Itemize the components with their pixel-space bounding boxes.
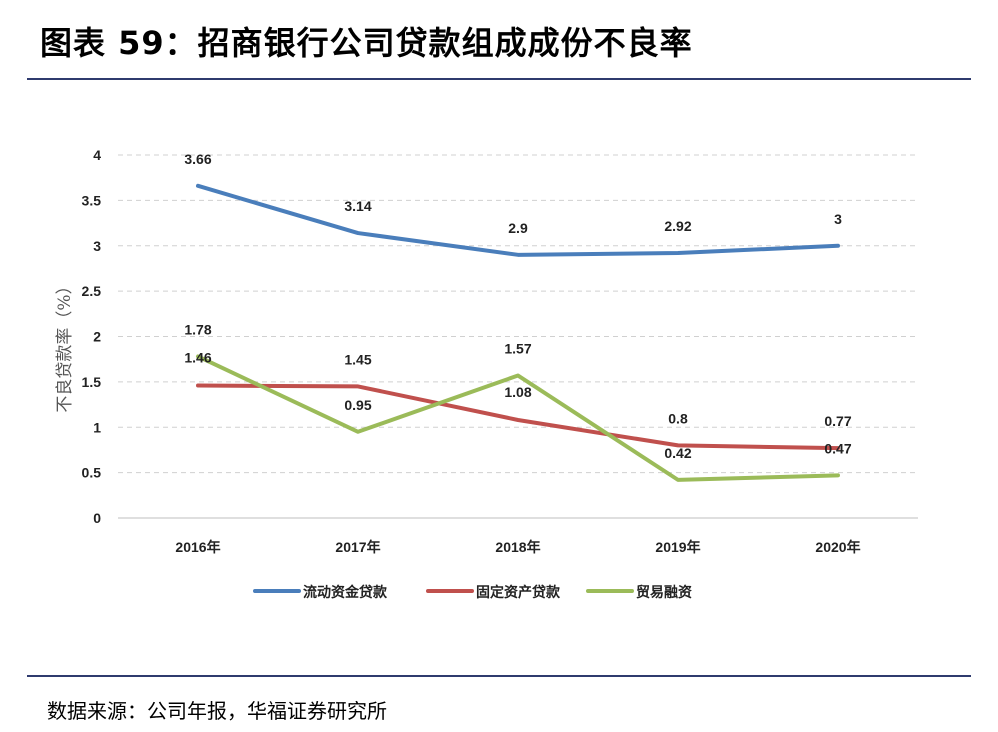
- line-chart: 00.511.522.533.54 2016年 2017年 2018年 2019年 20…: [55, 147, 918, 601]
- data-label: 0.95: [344, 397, 371, 413]
- y-tick-label: 1.5: [82, 374, 102, 390]
- data-label: 2.9: [508, 220, 528, 236]
- x-tick-label: 2019年: [655, 539, 700, 555]
- chart-series: [196, 183, 840, 482]
- page-title: 图表 59：招商银行公司贷款组成成份不良率: [40, 24, 693, 62]
- y-tick-label: 3: [93, 238, 101, 254]
- data-label: 3.66: [184, 151, 211, 167]
- data-label: 2.92: [664, 218, 691, 234]
- data-labels: 3.66 3.14 2.9 2.92 3 1.46 1.45 1.08 0.8 0.77 1.78 0…: [184, 151, 851, 461]
- y-axis-ticks: 0 0.5 1 1.5 2 2.5 3 3.5 4: [82, 147, 102, 526]
- series-line: [196, 354, 840, 482]
- data-label: 1.08: [504, 384, 531, 400]
- data-label: 3.14: [344, 198, 371, 214]
- data-label: 0.47: [824, 440, 851, 456]
- data-label: 1.78: [184, 321, 211, 337]
- data-label: 0.77: [824, 413, 851, 429]
- footer-divider: [27, 675, 971, 677]
- y-tick-label: 2: [93, 329, 101, 345]
- series-line: [196, 183, 840, 257]
- data-label: 1.46: [184, 350, 211, 366]
- y-tick-label: 2.5: [82, 283, 102, 299]
- legend-label: 流动资金贷款: [303, 584, 388, 601]
- y-tick-label: 1: [93, 419, 101, 435]
- legend-label: 贸易融资: [636, 584, 692, 601]
- title-divider: [27, 78, 971, 80]
- data-label: 1.45: [344, 351, 371, 367]
- data-label: 0.8: [668, 410, 688, 426]
- series-line: [196, 383, 840, 451]
- y-tick-label: 4: [93, 147, 101, 163]
- data-label: 3: [834, 211, 842, 227]
- legend-label: 固定资产贷款: [476, 584, 561, 601]
- chart-legend: 流动资金贷款 固定资产贷款 贸易融资: [253, 584, 692, 601]
- data-label: 0.42: [664, 445, 691, 461]
- chart-grid: [118, 154, 918, 519]
- x-axis-ticks: 2016年 2017年 2018年 2019年 2020年: [175, 539, 860, 555]
- x-tick-label: 2017年: [335, 539, 380, 555]
- x-tick-label: 2018年: [495, 539, 540, 555]
- y-tick-label: 3.5: [82, 192, 102, 208]
- x-tick-label: 2020年: [815, 539, 860, 555]
- y-axis-label: 不良贷款率（%）: [55, 277, 75, 412]
- data-label: 1.57: [504, 341, 531, 357]
- y-tick-label: 0.5: [82, 465, 102, 481]
- y-tick-label: 0: [93, 510, 101, 526]
- x-tick-label: 2016年: [175, 539, 220, 555]
- source-note: 数据来源：公司年报，华福证券研究所: [47, 699, 387, 723]
